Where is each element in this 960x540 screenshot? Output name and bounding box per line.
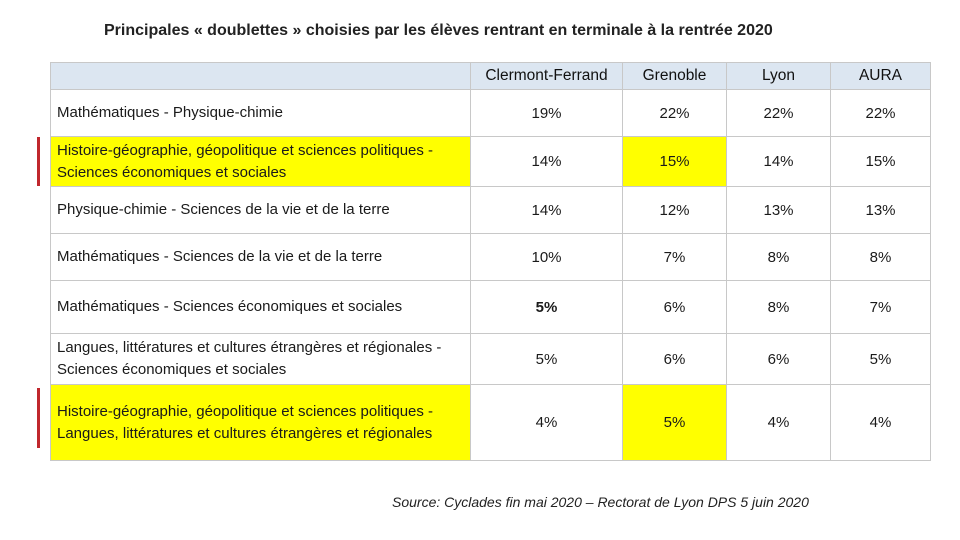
cell-value: 14%: [470, 136, 623, 187]
highlight-marker: [37, 388, 40, 448]
row-label: Mathématiques - Sciences de la vie et de…: [50, 233, 471, 281]
table-row: Histoire-géographie, géopolitique et sci…: [50, 136, 931, 187]
cell-value: 22%: [726, 89, 831, 137]
cell-value: 4%: [830, 384, 931, 461]
cell-value: 8%: [726, 280, 831, 334]
row-label: Histoire-géographie, géopolitique et sci…: [50, 384, 471, 461]
table-row: Langues, littératures et cultures étrang…: [50, 333, 931, 385]
cell-value: 7%: [830, 280, 931, 334]
cell-value: 15%: [830, 136, 931, 187]
cell-value: 5%: [470, 333, 623, 385]
table-row: Histoire-géographie, géopolitique et sci…: [50, 384, 931, 461]
table-header-row: Clermont-Ferrand Grenoble Lyon AURA: [50, 62, 931, 90]
cell-value: 19%: [470, 89, 623, 137]
cell-value: 22%: [830, 89, 931, 137]
cell-value: 7%: [622, 233, 727, 281]
cell-value: 14%: [726, 136, 831, 187]
highlight-marker: [37, 137, 40, 186]
table-row: Mathématiques - Physique-chimie 19% 22% …: [50, 89, 931, 137]
cell-value: 6%: [622, 333, 727, 385]
cell-value: 5%: [622, 384, 727, 461]
cell-value: 12%: [622, 186, 727, 234]
cell-value: 8%: [830, 233, 931, 281]
column-header-lyon: Lyon: [726, 62, 831, 90]
source-caption: Source: Cyclades fin mai 2020 – Rectorat…: [392, 494, 809, 510]
cell-value: 5%: [470, 280, 623, 334]
row-label: Mathématiques - Physique-chimie: [50, 89, 471, 137]
cell-value: 13%: [830, 186, 931, 234]
cell-value: 5%: [830, 333, 931, 385]
cell-value: 4%: [726, 384, 831, 461]
table-row: Mathématiques - Sciences de la vie et de…: [50, 233, 931, 281]
row-label: Physique-chimie - Sciences de la vie et …: [50, 186, 471, 234]
column-header-grenoble: Grenoble: [622, 62, 727, 90]
header-corner: [50, 62, 471, 90]
cell-value: 10%: [470, 233, 623, 281]
page-title: Principales « doublettes » choisies par …: [104, 22, 773, 39]
row-label: Mathématiques - Sciences économiques et …: [50, 280, 471, 334]
cell-value: 15%: [622, 136, 727, 187]
cell-value: 6%: [622, 280, 727, 334]
cell-value: 8%: [726, 233, 831, 281]
row-label: Langues, littératures et cultures étrang…: [50, 333, 471, 385]
table-row: Physique-chimie - Sciences de la vie et …: [50, 186, 931, 234]
row-label: Histoire-géographie, géopolitique et sci…: [50, 136, 471, 187]
cell-value: 4%: [470, 384, 623, 461]
cell-value: 6%: [726, 333, 831, 385]
cell-value: 22%: [622, 89, 727, 137]
table-row: Mathématiques - Sciences économiques et …: [50, 280, 931, 334]
cell-value: 13%: [726, 186, 831, 234]
cell-value: 14%: [470, 186, 623, 234]
column-header-clermont-ferrand: Clermont-Ferrand: [470, 62, 623, 90]
column-header-aura: AURA: [830, 62, 931, 90]
doublettes-table: Clermont-Ferrand Grenoble Lyon AURA Math…: [50, 62, 931, 461]
